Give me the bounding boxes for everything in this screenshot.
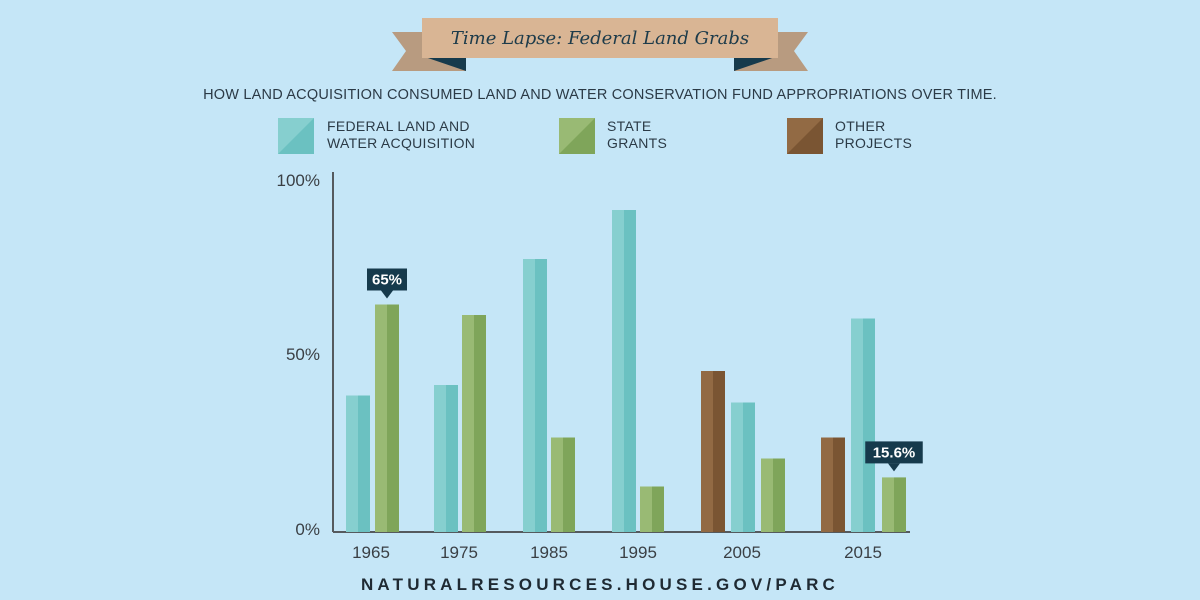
bar-state-2005-highlight xyxy=(761,458,773,532)
bar-state-1985-highlight xyxy=(551,437,563,532)
bar-state-1995-highlight xyxy=(640,486,652,532)
callout-label: 65% xyxy=(372,272,402,289)
callout-2015-state: 15.6% xyxy=(865,441,923,472)
bar-state-1975-highlight xyxy=(462,315,474,532)
legend-item-other: OTHER PROJECTS xyxy=(787,118,912,154)
footer-url: NATURALRESOURCES.HOUSE.GOV/PARC xyxy=(361,575,839,594)
bar-state-2015-shade xyxy=(894,477,906,532)
legend-item-federal: FEDERAL LAND AND WATER ACQUISITION xyxy=(278,118,475,154)
bar-state-1975 xyxy=(462,315,486,532)
bar-state-2015 xyxy=(882,477,906,532)
bar-federal-2005-shade xyxy=(743,402,755,532)
banner-ribbon xyxy=(422,18,778,58)
x-tick-label-2015: 2015 xyxy=(844,543,882,562)
bar-state-1975-shade xyxy=(474,315,486,532)
bar-other-2005-shade xyxy=(713,371,725,532)
chart-subtitle: HOW LAND ACQUISITION CONSUMED LAND AND W… xyxy=(203,87,997,103)
bar-federal-1995-shade xyxy=(624,210,636,532)
bar-other-2005 xyxy=(701,371,725,532)
bar-state-1995-shade xyxy=(652,486,664,532)
callout-1965-state: 65% xyxy=(367,268,407,299)
bar-state-2015-highlight xyxy=(882,477,894,532)
callout-label: 15.6% xyxy=(873,444,916,461)
legend: FEDERAL LAND AND WATER ACQUISITION STATE… xyxy=(278,118,912,154)
callout-pointer xyxy=(888,463,900,472)
legend-label-federal-line2: WATER ACQUISITION xyxy=(327,135,475,151)
legend-item-state: STATE GRANTS xyxy=(559,118,667,154)
bar-federal-1975-highlight xyxy=(434,385,446,532)
legend-label-federal-line1: FEDERAL LAND AND xyxy=(327,118,470,134)
legend-swatch-state-shade xyxy=(559,118,595,154)
bar-federal-2005-highlight xyxy=(731,402,743,532)
bars-layer xyxy=(346,210,906,532)
banner-left-fold xyxy=(422,56,466,71)
x-tick-label-1985: 1985 xyxy=(530,543,568,562)
x-tick-label-1995: 1995 xyxy=(619,543,657,562)
legend-label-state-line1: STATE xyxy=(607,118,652,134)
callout-box xyxy=(367,268,407,291)
bar-state-1965-highlight xyxy=(375,304,387,532)
chart-title: Time Lapse: Federal Land Grabs xyxy=(451,28,749,49)
bar-federal-1985 xyxy=(523,259,547,532)
x-tick-label-1965: 1965 xyxy=(352,543,390,562)
bar-state-1985-shade xyxy=(563,437,575,532)
legend-label-other-line2: PROJECTS xyxy=(835,135,912,151)
bar-federal-1985-shade xyxy=(535,259,547,532)
bar-federal-1985-highlight xyxy=(523,259,535,532)
bar-other-2015-highlight xyxy=(821,437,833,532)
bar-state-2005 xyxy=(761,458,785,532)
bar-federal-1965 xyxy=(346,395,370,532)
title-banner: Time Lapse: Federal Land Grabs xyxy=(392,18,808,71)
bar-state-2005-shade xyxy=(773,458,785,532)
legend-swatch-federal-shade xyxy=(278,118,314,154)
legend-swatch-other-shade xyxy=(787,118,823,154)
bar-state-1965 xyxy=(375,304,399,532)
banner-right-fold xyxy=(734,56,778,71)
legend-label-state-line2: GRANTS xyxy=(607,135,667,151)
bar-federal-1995 xyxy=(612,210,636,532)
bar-state-1995 xyxy=(640,486,664,532)
bar-state-1965-shade xyxy=(387,304,399,532)
bar-federal-1975-shade xyxy=(446,385,458,532)
bar-federal-2005 xyxy=(731,402,755,532)
bar-federal-1995-highlight xyxy=(612,210,624,532)
y-tick-label-100: 100% xyxy=(277,171,320,190)
y-tick-label-0: 0% xyxy=(295,520,320,539)
bar-other-2015-shade xyxy=(833,437,845,532)
x-tick-label-2005: 2005 xyxy=(723,543,761,562)
callout-pointer xyxy=(381,290,393,299)
bar-federal-1965-highlight xyxy=(346,395,358,532)
y-tick-label-50: 50% xyxy=(286,345,320,364)
bar-federal-1975 xyxy=(434,385,458,532)
bar-federal-1965-shade xyxy=(358,395,370,532)
bar-federal-2015-shade xyxy=(863,318,875,532)
bar-other-2005-highlight xyxy=(701,371,713,532)
bar-federal-2015-highlight xyxy=(851,318,863,532)
legend-label-other-line1: OTHER xyxy=(835,118,886,134)
callout-box xyxy=(865,441,923,464)
bar-federal-2015 xyxy=(851,318,875,532)
x-tick-label-1975: 1975 xyxy=(440,543,478,562)
bar-state-1985 xyxy=(551,437,575,532)
bar-other-2015 xyxy=(821,437,845,532)
